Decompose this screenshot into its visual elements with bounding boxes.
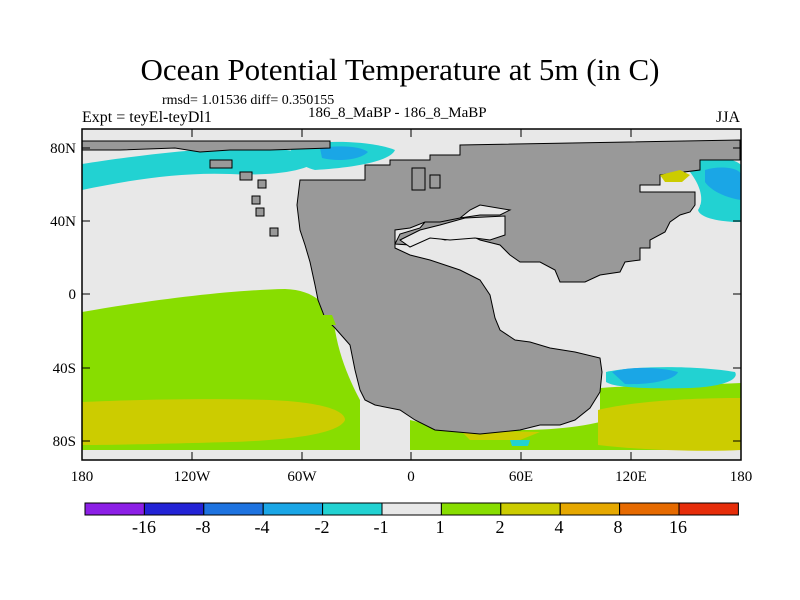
y-tick-0: 0 <box>69 287 77 303</box>
colorbar-box <box>203 502 264 516</box>
strong-cold-anomaly-south-indian <box>612 367 678 385</box>
land-arctic-strip <box>81 140 331 153</box>
land-main-continent <box>296 139 741 435</box>
cold-dot-south-atlantic <box>510 440 530 446</box>
colorbar-box <box>143 502 205 516</box>
strong-cold-arctic <box>320 146 368 160</box>
land-island-1 <box>209 159 233 169</box>
colorbar-label-minus1: -1 <box>374 517 389 537</box>
colorbar-box <box>500 502 561 516</box>
x-tick-60w: 60W <box>287 469 317 485</box>
colorbar-label-1: 1 <box>436 517 445 537</box>
case-label: 186_8_MaBP - 186_8_MaBP <box>308 105 487 121</box>
warm-anomaly-north-east <box>660 170 690 182</box>
y-tick-80n: 80N <box>50 141 76 157</box>
y-tick-40s: 40S <box>53 361 76 377</box>
stats-line: rmsd= 1.01536 diff= 0.350155 <box>162 93 335 108</box>
cold-anomaly-north-pacific <box>82 147 320 190</box>
colorbar-label-minus2: -2 <box>315 517 330 537</box>
colorbar-box <box>678 502 739 516</box>
land-island-3 <box>257 179 267 189</box>
plot-title: Ocean Potential Temperature at 5m (in C) <box>140 52 660 87</box>
map-panel: 80N 40N 0 40S 80S 180 120W 60W 0 60E 120… <box>50 128 753 485</box>
x-tick-180w: 180 <box>71 469 94 485</box>
land-island-8 <box>429 174 441 189</box>
strong-warm-south-pacific <box>82 399 345 445</box>
y-tick-80s: 80S <box>53 434 76 450</box>
land-island-5 <box>255 207 265 217</box>
colorbar-label-minus16: -16 <box>132 517 156 537</box>
land-inland-sea <box>399 215 506 248</box>
season-label: JJA <box>716 109 741 126</box>
experiment-label: Expt = teyEl-teyDl1 <box>82 109 212 126</box>
colorbar-label-2: 2 <box>496 517 505 537</box>
x-tick-120w: 120W <box>174 469 212 485</box>
x-tick-120e: 120E <box>615 469 647 485</box>
colorbar-label-minus8: -8 <box>196 517 211 537</box>
colorbar-label-16: 16 <box>669 517 687 537</box>
land-island-7 <box>411 167 426 191</box>
colorbar-box <box>381 502 442 516</box>
colorbar-box <box>262 502 324 516</box>
colorbar: -16 -8 -4 -2 -1 1 2 4 8 16 <box>84 502 739 537</box>
colorbar-label-4: 4 <box>555 517 564 537</box>
colorbar-box <box>322 502 383 516</box>
land-island-6 <box>269 227 279 237</box>
colorbar-box <box>84 502 145 516</box>
colorbar-label-8: 8 <box>614 517 623 537</box>
x-tick-0: 0 <box>407 469 415 485</box>
y-tick-40n: 40N <box>50 214 76 230</box>
land-island-2 <box>239 171 253 181</box>
x-tick-60e: 60E <box>509 469 533 485</box>
strong-warm-south-indian <box>598 398 741 451</box>
land-island-4 <box>251 195 261 205</box>
strong-cold-north-atlantic <box>705 167 741 200</box>
colorbar-box <box>619 502 680 516</box>
colorbar-label-minus4: -4 <box>255 517 270 537</box>
x-tick-labels: 180 120W 60W 0 60E 120E 180 <box>71 469 753 485</box>
warm-anomaly-west-africa <box>322 315 336 325</box>
colorbar-labels: -16 -8 -4 -2 -1 1 2 4 8 16 <box>132 517 687 537</box>
axis-ticks <box>82 129 741 460</box>
colorbar-boxes <box>84 502 739 516</box>
cold-anomaly-north-atlantic-west <box>700 203 741 222</box>
colorbar-box <box>559 502 621 516</box>
land-masses <box>81 139 741 435</box>
y-tick-labels: 80N 40N 0 40S 80S <box>50 141 76 450</box>
x-tick-180e: 180 <box>730 469 753 485</box>
colorbar-box <box>440 502 502 516</box>
